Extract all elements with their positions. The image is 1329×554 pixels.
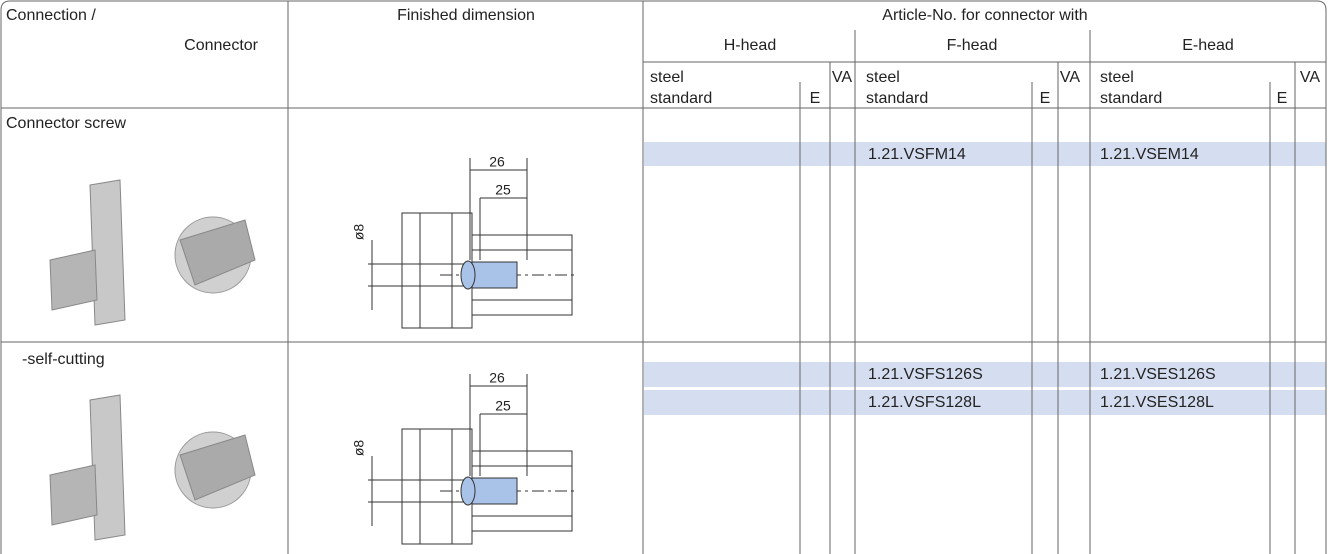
product-images bbox=[49, 179, 256, 541]
sub-steel: steel bbox=[866, 69, 900, 86]
header-finished-dimension: Finished dimension bbox=[397, 7, 535, 24]
sub-e: E bbox=[1277, 90, 1288, 107]
sub-standard: standard bbox=[650, 90, 712, 107]
sub-standard: standard bbox=[866, 90, 928, 107]
sub-standard: standard bbox=[1100, 90, 1162, 107]
dimension-label: 25 bbox=[495, 398, 511, 414]
head-name: F-head bbox=[947, 37, 998, 54]
row-label: -self-cutting bbox=[22, 351, 105, 368]
sub-va: VA bbox=[832, 69, 852, 86]
header-article-no: Article-No. for connector with bbox=[882, 7, 1087, 24]
head-name: H-head bbox=[724, 37, 776, 54]
dimension-label: ø8 bbox=[351, 224, 367, 241]
sub-steel: steel bbox=[650, 69, 684, 86]
dimension-label: ø8 bbox=[351, 440, 367, 457]
technical-drawing: 26 25 ø8 bbox=[351, 370, 575, 545]
technical-drawing: 26 25 ø8 bbox=[351, 154, 575, 329]
dimension-label: 26 bbox=[489, 154, 505, 170]
header-connector: Connector bbox=[184, 37, 258, 54]
dimension-label: 25 bbox=[495, 182, 511, 198]
head-name: E-head bbox=[1182, 37, 1234, 54]
article-e: 1.21.VSEM14 bbox=[1100, 146, 1199, 163]
article-f: 1.21.VSFM14 bbox=[868, 146, 966, 163]
header-connection: Connection / bbox=[6, 7, 96, 24]
sub-e: E bbox=[810, 90, 821, 107]
highlight-strips bbox=[644, 142, 1326, 415]
article-e: 1.21.VSES128L bbox=[1100, 394, 1214, 411]
article-f: 1.21.VSFS128L bbox=[868, 394, 981, 411]
article-f: 1.21.VSFS126S bbox=[868, 366, 983, 383]
sub-e: E bbox=[1040, 90, 1051, 107]
sub-va: VA bbox=[1060, 69, 1080, 86]
row-label: Connector screw bbox=[6, 115, 126, 132]
article-e: 1.21.VSES126S bbox=[1100, 366, 1216, 383]
sub-steel: steel bbox=[1100, 69, 1134, 86]
dimension-label: 26 bbox=[489, 370, 505, 386]
sub-va: VA bbox=[1300, 69, 1320, 86]
